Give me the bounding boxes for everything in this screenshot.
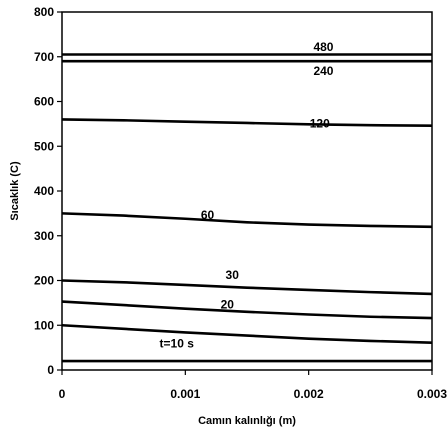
series-label: 30 bbox=[226, 268, 240, 282]
x-tick-label: 0.002 bbox=[294, 387, 324, 401]
series-label: 240 bbox=[313, 64, 333, 78]
series-labels: 480 240 120 60 30 20 t=10 s bbox=[160, 40, 334, 351]
y-tick-label: 600 bbox=[34, 95, 54, 109]
series-line-30 bbox=[61, 279, 433, 296]
series-line-20 bbox=[61, 300, 433, 320]
x-tick-label: 0.003 bbox=[417, 387, 447, 401]
y-tick-label: 200 bbox=[34, 274, 54, 288]
x-tick-label: 0.001 bbox=[170, 387, 200, 401]
y-axis-title: Sıcaklık (C) bbox=[9, 161, 21, 221]
x-tick-label: 0 bbox=[59, 387, 66, 401]
series-line-120 bbox=[61, 118, 433, 127]
y-tick-label: 800 bbox=[34, 5, 54, 19]
y-tick-label: 300 bbox=[34, 229, 54, 243]
y-tick-label: 500 bbox=[34, 139, 54, 153]
series-lines bbox=[61, 53, 433, 363]
series-line-60 bbox=[61, 212, 433, 229]
y-tick-label: 400 bbox=[34, 184, 54, 198]
x-axis-title: Camın kalınlığı (m) bbox=[198, 415, 296, 427]
plot-area bbox=[61, 11, 433, 371]
series-label: 20 bbox=[221, 298, 235, 312]
y-tick-label: 100 bbox=[34, 318, 54, 332]
x-axis: 0 0.001 0.002 0.003 bbox=[59, 370, 447, 401]
y-tick-label: 700 bbox=[34, 50, 54, 64]
series-label: 120 bbox=[310, 116, 330, 130]
y-tick-label: 0 bbox=[47, 363, 54, 377]
series-label: 480 bbox=[313, 40, 333, 54]
series-line-t-10-s bbox=[61, 323, 433, 344]
series-label: 60 bbox=[201, 208, 215, 222]
series-label: t=10 s bbox=[160, 337, 195, 351]
y-axis: 0 100 200 300 400 500 600 700 800 bbox=[34, 5, 62, 377]
